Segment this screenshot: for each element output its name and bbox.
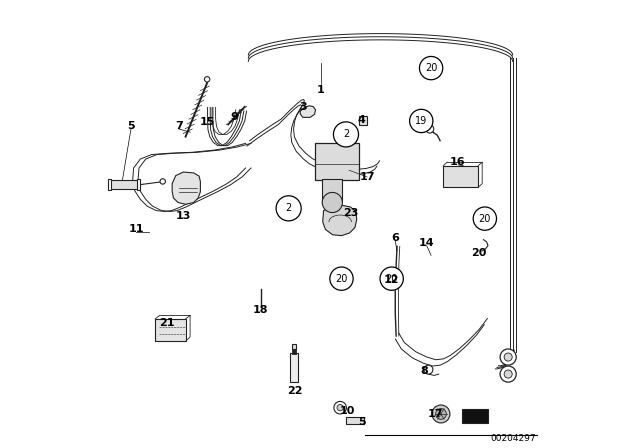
Bar [323,179,342,202]
Circle shape [419,56,443,80]
Text: 12: 12 [384,275,399,285]
Text: 20: 20 [425,63,437,73]
Text: 17: 17 [428,409,444,419]
Text: 9: 9 [230,112,238,122]
Circle shape [330,267,353,290]
Text: 7: 7 [175,121,183,131]
Circle shape [160,179,165,184]
Text: 20: 20 [335,274,348,284]
Text: 18: 18 [253,305,269,315]
Circle shape [323,193,342,213]
Text: 5: 5 [358,417,365,427]
Text: 17: 17 [359,172,375,182]
Text: 21: 21 [159,319,175,328]
Text: 20: 20 [471,248,487,258]
Text: 2: 2 [343,129,349,139]
Circle shape [276,196,301,221]
Circle shape [334,401,346,414]
Circle shape [337,405,343,411]
Text: 19: 19 [415,116,428,126]
Polygon shape [300,106,316,117]
Circle shape [504,353,512,361]
Bar [315,143,358,180]
Bar [291,353,298,382]
Text: 13: 13 [176,211,191,221]
Bar [137,179,140,190]
Circle shape [380,267,403,290]
Circle shape [432,405,450,423]
Text: 6: 6 [391,233,399,243]
Circle shape [504,370,512,378]
Bar [461,409,488,423]
Text: 2: 2 [285,203,292,213]
Text: 10: 10 [340,406,355,416]
Text: 3: 3 [299,102,307,112]
Text: 22: 22 [287,386,302,396]
Text: 00204297: 00204297 [490,434,536,443]
Circle shape [426,125,434,133]
Bar [346,417,364,424]
Bar [108,179,111,190]
Circle shape [410,109,433,133]
Text: 23: 23 [343,208,358,218]
Bar [155,319,186,341]
Circle shape [333,122,358,147]
Text: 8: 8 [420,366,428,376]
Polygon shape [323,205,356,236]
Text: 4: 4 [357,115,365,125]
Text: 15: 15 [200,117,215,127]
Text: 5: 5 [127,121,135,131]
Circle shape [500,349,516,365]
Text: 11: 11 [129,224,144,234]
Circle shape [424,365,433,374]
Bar [358,116,367,125]
Polygon shape [172,172,200,204]
Text: 1: 1 [317,85,324,95]
Text: 16: 16 [450,157,466,167]
Text: 14: 14 [419,238,435,248]
Circle shape [436,409,446,419]
Circle shape [473,207,497,230]
Bar [109,180,139,189]
Bar [292,344,296,349]
Circle shape [500,366,516,382]
Circle shape [204,77,210,82]
Text: 20: 20 [479,214,491,224]
Bar [443,166,478,187]
Text: 20: 20 [385,274,398,284]
